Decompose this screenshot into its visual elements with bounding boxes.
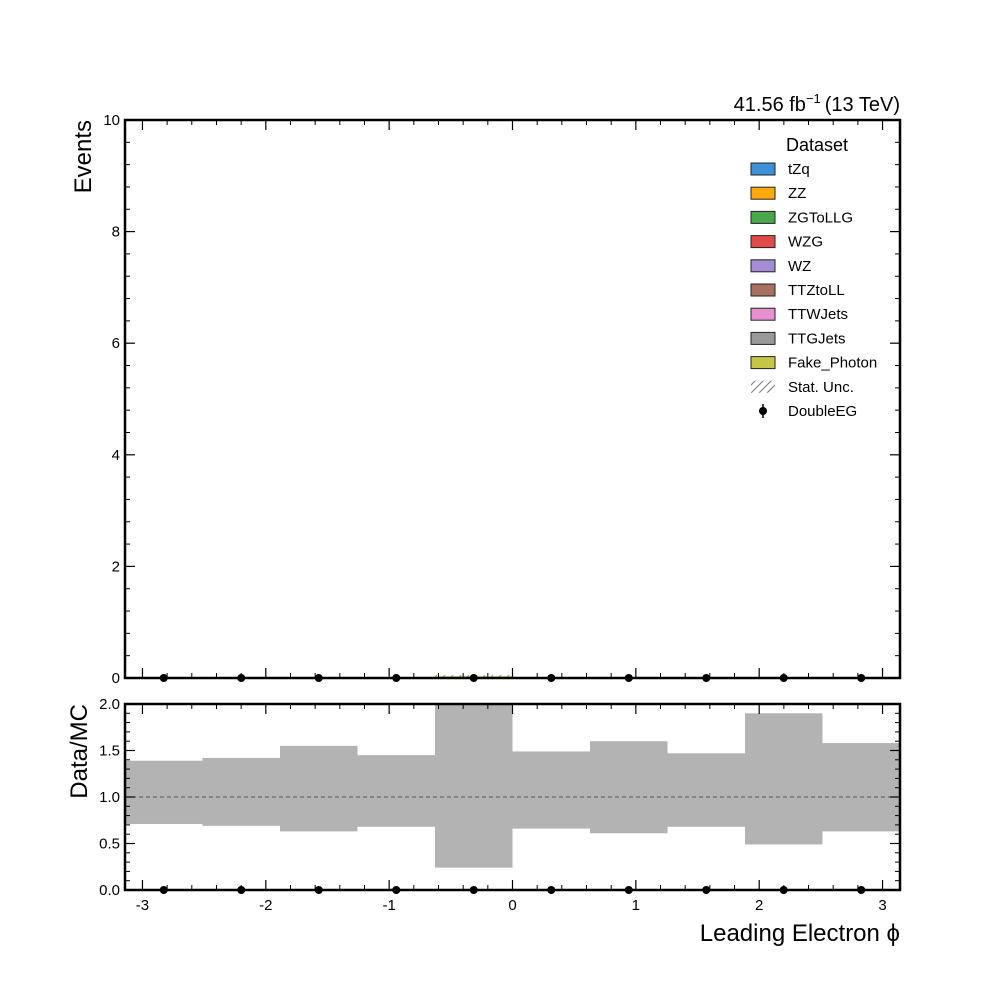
ratio-panel: 0.0 0.5 1.0 1.5 2.0 -3 -2 -1 0 1 2 3 Data/MC Leadi… <box>66 696 902 947</box>
x-tick-label: -1 <box>382 897 395 914</box>
x-tick-label: -2 <box>259 897 272 914</box>
legend-entry-label: Stat. Unc. <box>788 379 854 396</box>
main-y-axis: 0 2 4 6 8 10 <box>103 112 900 687</box>
legend-swatch <box>750 162 776 176</box>
legend-entry-label: DoubleEG <box>788 403 857 420</box>
legend-marker <box>759 404 767 418</box>
y-tick-label: 0.0 <box>99 882 120 899</box>
y-tick-label: 0 <box>112 670 120 687</box>
y-tick-label: 2 <box>112 558 120 575</box>
legend-entry-label: ZZ <box>788 185 806 202</box>
legend-swatch <box>750 259 776 273</box>
y-tick-label: 1.5 <box>99 743 120 760</box>
legend-entry-label: WZ <box>788 258 811 275</box>
ratio-frame <box>123 702 902 892</box>
legend-hatch-swatch <box>751 380 775 393</box>
ratio-band-bin <box>667 753 746 827</box>
y-tick-label: 2.0 <box>99 696 120 713</box>
legend-swatch <box>750 307 776 321</box>
y-tick-label: 4 <box>112 447 120 464</box>
x-tick-label: 2 <box>755 897 763 914</box>
legend: Dataset tZq ZZ ZGToLLG WZG WZ TTZtoLL TTWJets T… <box>750 135 877 420</box>
main-panel: 0 2 4 6 8 10 Events <box>70 112 902 687</box>
main-x-ticks <box>141 120 884 678</box>
ratio-band-bin <box>125 760 203 824</box>
legend-entry-label: WZG <box>788 234 823 251</box>
y-tick-label: 10 <box>103 112 120 129</box>
legend-entry-label: Fake_Photon <box>788 355 877 372</box>
y-tick-label: 8 <box>112 224 120 241</box>
x-tick-label: 0 <box>508 897 516 914</box>
x-tick-label: 1 <box>632 897 640 914</box>
ratio-band-bin <box>512 751 590 829</box>
legend-entry-label: tZq <box>788 161 810 178</box>
ratio-band-bin <box>202 757 280 826</box>
legend-swatch <box>750 356 776 370</box>
ratio-band-bin <box>822 743 900 832</box>
ratio-y-axis: 0.0 0.5 1.0 1.5 2.0 <box>99 696 900 899</box>
legend-entry-label: TTZtoLL <box>788 282 845 299</box>
y-tick-label: 0.5 <box>99 836 120 853</box>
ratio-band-bin <box>279 745 358 832</box>
lumi-label: 41.56 fb−1 (13 TeV) <box>734 91 900 116</box>
ratio-unc-band <box>125 704 900 868</box>
legend-title: Dataset <box>786 135 848 155</box>
ratio-band-bin <box>589 741 668 834</box>
x-axis-title: Leading Electron ϕ <box>700 920 900 947</box>
y-tick-label: 1.0 <box>99 789 120 806</box>
y-tick-label: 6 <box>112 335 120 352</box>
legend-swatch <box>750 186 776 200</box>
main-frame <box>123 118 902 680</box>
ratio-y-title: Data/MC <box>66 704 93 799</box>
legend-entry-label: TTGJets <box>788 330 846 347</box>
legend-entry-label: ZGToLLG <box>788 209 853 226</box>
legend-swatch <box>750 210 776 224</box>
ratio-points <box>159 886 866 894</box>
legend-swatch <box>750 283 776 297</box>
legend-swatch <box>750 331 776 345</box>
main-y-title: Events <box>70 120 97 193</box>
legend-entry-label: TTWJets <box>788 306 848 323</box>
x-tick-label: -3 <box>136 897 149 914</box>
ratio-band-bin <box>357 755 436 827</box>
ratio-band-bin <box>435 704 513 868</box>
x-tick-label: 3 <box>878 897 886 914</box>
legend-swatch <box>750 235 776 249</box>
ratio-band-bin <box>745 713 823 845</box>
